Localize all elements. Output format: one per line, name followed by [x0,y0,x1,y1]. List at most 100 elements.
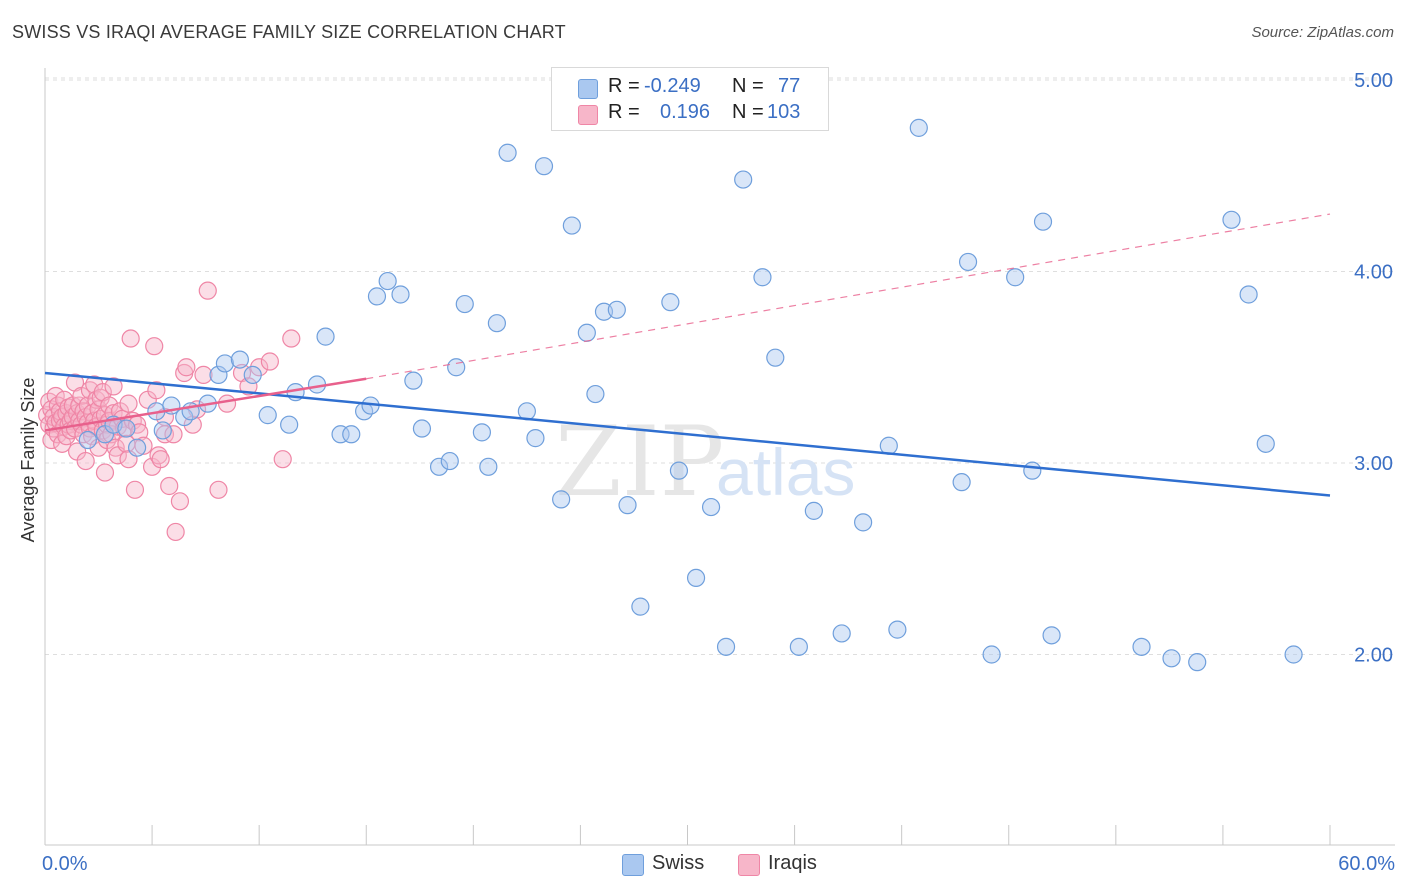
swiss-point [230,350,249,369]
swiss-point [552,490,571,509]
swiss-point [215,354,234,373]
swiss-trend-line [44,371,1331,497]
swiss-point [127,438,147,457]
correlation-legend: R = -0.249 N = 77 R = 0.196 N = 103 [551,67,829,131]
swiss-point [804,501,823,520]
swiss-point [331,425,350,444]
y-tick-label: 4.00 [1354,262,1393,284]
iraqi-legend-swatch [738,854,760,876]
swiss-point [316,327,335,346]
axis-layer: 2.00 3.00 4.00 5.00 0.0% 60.0% [42,68,1395,875]
iraqi-point [119,394,138,413]
iraqi-point [177,358,196,377]
swiss-point [391,285,410,304]
swiss-point [1222,210,1241,229]
swiss-point [367,287,387,306]
swiss-point [404,371,423,390]
swiss-point [209,365,228,385]
swiss-point [479,457,498,476]
swiss-point [429,457,449,476]
y-axis-label: Average Family Size [18,378,38,543]
swiss-point [701,497,721,517]
iraqi-point [194,365,213,385]
y-tick-label: 3.00 [1354,453,1393,475]
iraqi-point [260,352,279,371]
swiss-point [766,348,785,367]
swiss-swatch [578,79,598,99]
swiss-point [534,157,554,176]
iraqi-point [145,337,164,356]
swiss-point [1132,637,1151,656]
swiss-point [661,293,680,312]
swiss-point [1188,653,1207,672]
iraqi-trend-extension [366,213,1331,380]
legend-r-value: -0.249 [644,75,701,97]
swiss-point [888,620,907,639]
iraqi-point [104,377,123,396]
swiss-point [669,461,689,480]
iraqi-point [160,476,179,496]
swiss-point [982,645,1001,664]
iraqi-point [209,480,228,499]
chart-title: SWISS VS IRAQI AVERAGE FAMILY SIZE CORRE… [12,22,566,42]
swiss-point [631,597,650,616]
legend-r-label: R = [608,101,640,123]
swiss-legend-swatch [622,854,644,876]
swiss-point [447,358,466,377]
legend-r-value: 0.196 [660,101,711,123]
swiss-point [586,384,605,404]
legend-r-label: R = [608,75,640,97]
series-legend: Swiss Iraqis [0,852,1406,878]
swiss-point [562,216,581,235]
x-tick-label-min: 0.0% [42,853,88,875]
swiss-point [440,451,459,471]
swiss-point [498,143,517,162]
watermark-atlas: atlas [716,435,855,509]
iraqi-point [273,450,292,469]
y-tick-label: 2.00 [1354,645,1393,667]
swiss-point [1256,434,1275,453]
x-tick-label-max: 60.0% [1338,853,1395,875]
swiss-point [526,429,545,448]
swiss-point [78,430,97,450]
swiss-point [686,568,706,588]
iraqi-point [125,480,145,499]
y-tick-label: 5.00 [1354,70,1393,92]
legend-n-label: N = [732,101,764,123]
iraqi-point [170,492,190,511]
iraqi-point [134,436,153,455]
chart-source: Source: ZipAtlas.com [1251,24,1394,41]
swiss-point [716,637,736,656]
swiss-point [455,294,474,314]
watermark-zip: ZIP [555,406,724,518]
swiss-point [789,637,808,656]
swiss-point [753,268,772,287]
iraqi-point [282,329,301,348]
iraqi-point [147,381,166,400]
swiss-point [854,513,873,532]
swiss-point [342,425,361,444]
swiss-point [472,423,491,442]
swiss-point [153,421,172,440]
iraqi-point [217,394,237,413]
swiss-point [1239,285,1258,304]
legend-n-value: 103 [767,101,801,123]
swiss-points [78,118,1303,672]
iraqi-point [121,329,140,348]
swiss-point [258,406,277,425]
swiss-point [734,170,753,189]
swiss-point [577,323,596,342]
swiss-point [280,415,299,434]
swiss-point [1006,268,1025,287]
swiss-point [832,624,851,643]
swiss-point [618,496,637,515]
swiss-point [958,252,978,272]
iraqi-legend-label: Iraqis [768,852,817,874]
swiss-point [607,300,626,319]
iraqi-swatch [578,105,598,125]
swiss-legend-label: Swiss [652,852,705,874]
swiss-point [412,419,432,438]
swiss-point [1023,461,1042,480]
swiss-point [1042,626,1061,645]
